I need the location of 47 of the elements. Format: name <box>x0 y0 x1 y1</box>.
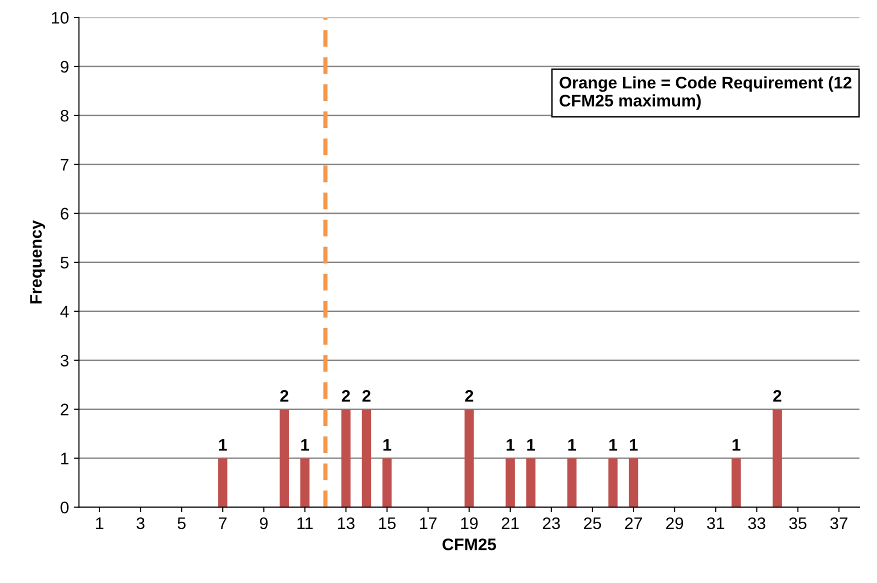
annotation: Orange Line = Code Requirement (12 CFM25 maximum) <box>560 76 852 110</box>
x-tick-label: 27 <box>625 517 642 530</box>
y-tick-label: 3 <box>60 354 68 366</box>
x-tick-label: 3 <box>136 517 144 530</box>
y-tick-label: 8 <box>60 110 68 122</box>
data-label: 1 <box>732 439 740 451</box>
data-label: 1 <box>630 439 638 451</box>
x-tick-label: 11 <box>297 518 313 530</box>
x-tick-label: 5 <box>178 518 186 530</box>
y-tick-label: 6 <box>60 208 68 220</box>
x-tick-label: 29 <box>666 517 684 530</box>
x-tick-label: 31 <box>707 517 724 530</box>
data-label: 2 <box>280 390 288 402</box>
x-axis-title: CFM25 <box>442 538 496 550</box>
x-tick-label: 13 <box>338 517 354 530</box>
y-tick-label: 1 <box>61 452 68 464</box>
y-tick-label: 9 <box>60 60 68 73</box>
x-tick-label: 33 <box>748 517 766 530</box>
x-tick-label: 7 <box>218 518 227 530</box>
x-tick-label: 35 <box>789 517 806 530</box>
x-tick-label: 37 <box>830 517 848 530</box>
x-tick-label: 21 <box>502 517 519 530</box>
x-tick-label: 23 <box>542 517 560 530</box>
y-tick-label: 4 <box>60 306 69 318</box>
y-tick-label: 2 <box>60 404 68 416</box>
data-label: 2 <box>342 390 350 402</box>
x-tick-label: 17 <box>420 518 437 530</box>
y-tick-label: 5 <box>60 256 69 269</box>
x-tick-label: 19 <box>461 517 478 530</box>
x-tick-label: 15 <box>379 518 396 530</box>
data-label: 1 <box>383 439 392 451</box>
x-tick-label: 1 <box>96 518 104 530</box>
x-tick-label: 9 <box>260 517 268 530</box>
data-label: 1 <box>609 439 618 451</box>
data-label: 1 <box>568 439 576 451</box>
data-label: 1 <box>219 439 227 451</box>
data-label: 2 <box>465 390 474 402</box>
y-tick-label: 0 <box>60 502 69 514</box>
data-label: 1 <box>301 439 310 451</box>
y-tick-label: 7 <box>60 158 68 170</box>
x-tick-label: 25 <box>584 517 602 530</box>
y-axis-title: Frequency <box>30 220 46 304</box>
data-label: 1 <box>506 439 514 451</box>
data-label: 1 <box>527 439 535 451</box>
data-label: 2 <box>362 390 370 402</box>
data-label: 2 <box>773 390 782 402</box>
y-tick-label: 10 <box>52 12 69 24</box>
